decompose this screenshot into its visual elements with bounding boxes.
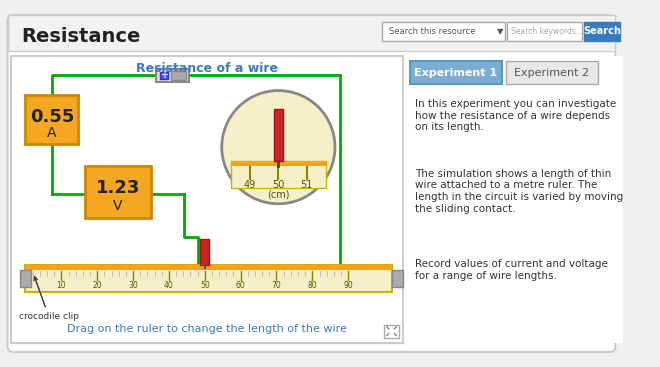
Bar: [11, 56, 403, 344]
Bar: [26, 95, 79, 144]
Text: Resistance: Resistance: [20, 27, 140, 46]
Text: Search: Search: [583, 26, 621, 36]
Bar: [408, 56, 623, 344]
Text: (cm): (cm): [267, 189, 290, 199]
Bar: [274, 109, 283, 161]
Bar: [160, 72, 168, 79]
Text: ▼: ▼: [497, 26, 504, 36]
Text: 50: 50: [272, 180, 284, 190]
Text: 20: 20: [92, 281, 102, 290]
Text: 60: 60: [236, 281, 246, 290]
Text: 0.55: 0.55: [30, 108, 74, 126]
Bar: [26, 265, 391, 291]
Text: 80: 80: [308, 281, 317, 290]
Bar: [410, 61, 502, 84]
Text: Experiment 2: Experiment 2: [514, 68, 589, 78]
Bar: [85, 166, 151, 218]
Bar: [384, 324, 399, 338]
Bar: [7, 15, 615, 51]
Bar: [171, 71, 186, 80]
Text: Drag on the ruler to change the length of the wire: Drag on the ruler to change the length o…: [67, 324, 347, 334]
Text: Search keywords...: Search keywords...: [512, 26, 583, 36]
Bar: [231, 161, 325, 166]
Text: A: A: [47, 126, 57, 140]
Text: Search this resource: Search this resource: [389, 26, 475, 36]
Text: 70: 70: [272, 281, 281, 290]
Bar: [507, 22, 582, 40]
Text: 50: 50: [200, 281, 210, 290]
Circle shape: [222, 91, 335, 204]
Bar: [20, 270, 31, 287]
Bar: [584, 22, 620, 40]
Text: 90: 90: [343, 281, 353, 290]
Text: Resistance of a wire: Resistance of a wire: [136, 62, 278, 75]
Bar: [231, 161, 325, 188]
Text: 30: 30: [128, 281, 138, 290]
Text: 51: 51: [300, 180, 313, 190]
Bar: [200, 239, 209, 265]
Text: In this experiment you can investigate
how the resistance of a wire depends
on i: In this experiment you can investigate h…: [415, 99, 616, 132]
Text: +: +: [160, 70, 168, 80]
Text: crocodile clip: crocodile clip: [19, 277, 79, 321]
Text: Experiment 1: Experiment 1: [414, 68, 498, 78]
Text: 49: 49: [244, 180, 256, 190]
Bar: [156, 69, 189, 82]
Text: Record values of current and voltage
for a range of wire lengths.: Record values of current and voltage for…: [415, 259, 608, 281]
Text: The simulation shows a length of thin
wire attached to a metre ruler. The
length: The simulation shows a length of thin wi…: [415, 169, 624, 214]
Bar: [26, 265, 391, 270]
Bar: [391, 270, 403, 287]
Bar: [506, 61, 598, 84]
Bar: [382, 22, 505, 40]
Text: V: V: [114, 199, 123, 212]
Text: 1.23: 1.23: [96, 179, 140, 197]
Text: 10: 10: [57, 281, 66, 290]
FancyBboxPatch shape: [7, 15, 615, 352]
Text: 40: 40: [164, 281, 174, 290]
